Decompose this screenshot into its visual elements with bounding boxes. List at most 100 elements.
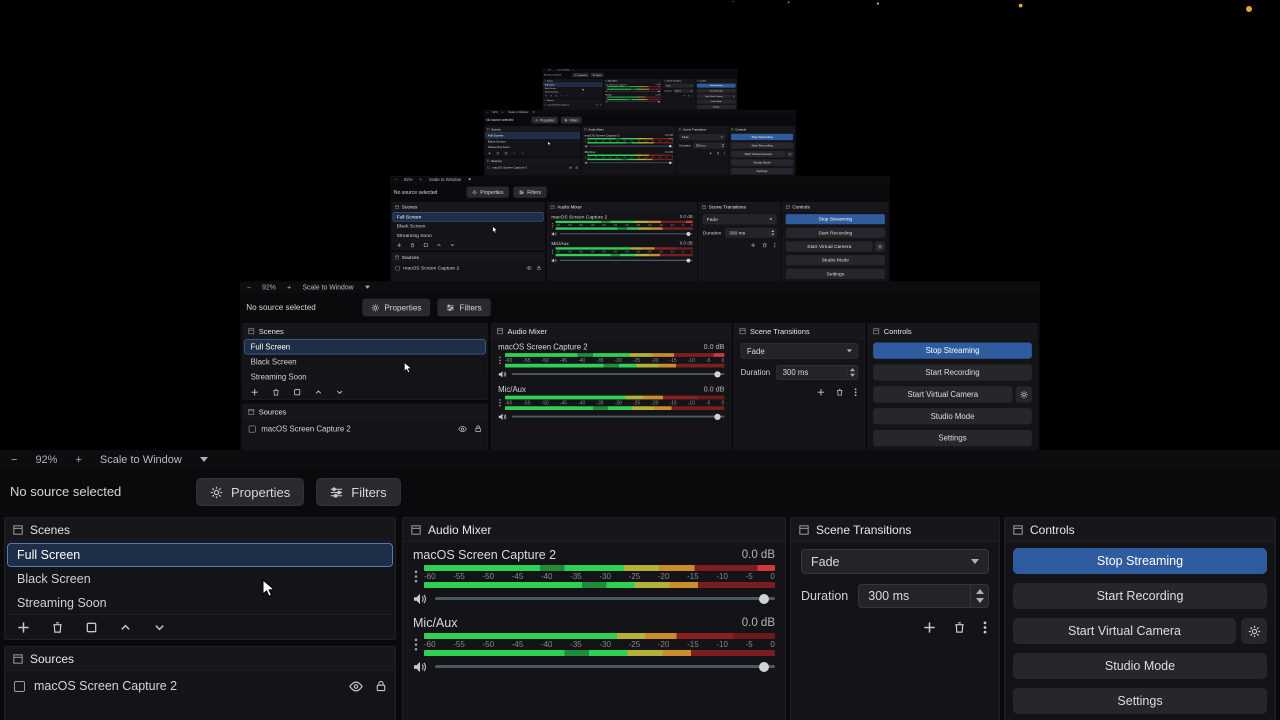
- spin-down-icon[interactable]: [975, 598, 984, 603]
- scene-label: Black Screen: [487, 139, 506, 144]
- gear-icon: [877, 244, 883, 249]
- duration-spinbox[interactable]: 300 ms: [858, 584, 989, 608]
- add-transition-button[interactable]: [923, 621, 936, 634]
- meter-tick: -50: [601, 139, 605, 142]
- virtual-camera-config-button[interactable]: [1241, 618, 1267, 644]
- volume-slider[interactable]: [435, 593, 775, 604]
- scene-item-black-screen[interactable]: Black Screen: [7, 567, 393, 591]
- sources-title: Sources: [258, 407, 287, 416]
- filters-button[interactable]: Filters: [316, 478, 401, 506]
- move-scene-down-button[interactable]: [153, 621, 166, 634]
- lock-icon[interactable]: [376, 680, 386, 692]
- transition-properties-dots-icon: [723, 151, 725, 155]
- scene-item-streaming-soon[interactable]: Streaming Soon: [7, 591, 393, 615]
- meter-tick: -20: [646, 250, 652, 254]
- studio-mode-button: Studio Mode: [731, 159, 794, 166]
- scene-item-streaming-soon: Streaming Soon: [393, 231, 544, 240]
- meter-tick: -50: [482, 572, 495, 581]
- transitions-dock-icon: [702, 205, 706, 209]
- add-scene-button[interactable]: [17, 621, 30, 634]
- transition-select[interactable]: Fade: [801, 549, 989, 574]
- meter-tick: -45: [608, 156, 612, 159]
- studio-mode-button[interactable]: Studio Mode: [1013, 653, 1267, 679]
- remove-scene-button[interactable]: [51, 621, 64, 634]
- speaker-icon[interactable]: [413, 593, 427, 605]
- scene-item-full-screen[interactable]: Full Screen: [7, 543, 393, 567]
- recording-indicator-dot: [732, 0, 734, 2]
- start-recording-button[interactable]: Start Recording: [1013, 583, 1267, 609]
- start-virtual-camera-button[interactable]: Start Virtual Camera: [1013, 618, 1236, 644]
- mixer-dock-icon: [584, 128, 587, 131]
- remove-transition-button[interactable]: [953, 621, 966, 634]
- transitions-dock-header[interactable]: Scene Transitions: [791, 518, 999, 542]
- transition-value: Fade: [706, 216, 718, 223]
- scenes-dock-header[interactable]: Scenes: [5, 518, 395, 542]
- zoom-in-button: +: [553, 69, 555, 72]
- meter-tick: -5: [665, 156, 668, 159]
- preview-canvas: − 92% + Scale to Window No source select…: [240, 0, 1040, 282]
- stop-streaming-button[interactable]: Stop Streaming: [1013, 548, 1267, 574]
- gear-icon: [1020, 390, 1028, 398]
- source-toolbar: No source selected Properties Filters: [240, 293, 1040, 322]
- channel-menu-dots-icon[interactable]: [413, 565, 419, 588]
- scene-item-streaming-soon: Streaming Soon: [485, 144, 579, 150]
- add-transition-button: [709, 151, 712, 155]
- scene-filters-button[interactable]: [85, 621, 98, 634]
- audio-mixer-dock: Audio Mixer macOS Screen Capture 2 0.0 d…: [547, 201, 698, 282]
- mixer-dock-header[interactable]: Audio Mixer: [403, 518, 785, 542]
- stop-streaming-button: Stop Streaming: [785, 214, 885, 225]
- zoom-out-button[interactable]: −: [11, 453, 18, 466]
- sources-dock-header[interactable]: Sources: [5, 647, 395, 671]
- transition-properties-dots-icon[interactable]: [983, 621, 987, 634]
- properties-button[interactable]: Properties: [196, 478, 305, 506]
- source-label: macOS Screen Capture 2: [547, 103, 570, 106]
- sources-dock-header: Sources: [391, 252, 545, 263]
- meter-tick: -45: [511, 640, 524, 649]
- meter-tick: 0: [690, 223, 693, 227]
- volume-slider-handle[interactable]: [759, 661, 769, 672]
- volume-slider[interactable]: [435, 661, 775, 672]
- zoom-in-button: +: [502, 110, 504, 114]
- scenes-dock: Scenes Full Screen Black Screen Streamin…: [484, 126, 581, 157]
- obs-window: − 92% + Scale to Window No source select…: [390, 0, 890, 282]
- captured-screen-level-1: − 92% + Scale to Window No source select…: [240, 0, 1040, 450]
- volume-slider-handle: [686, 258, 691, 263]
- add-scene-button: [545, 94, 547, 97]
- meter-tick: -15: [647, 87, 649, 89]
- speaker-icon[interactable]: [413, 661, 427, 673]
- eye-icon: [458, 425, 467, 432]
- meter-tick: -60: [587, 156, 591, 159]
- meter-tick: -25: [632, 357, 641, 364]
- meter-tick: -50: [615, 97, 618, 100]
- controls-dock-header[interactable]: Controls: [1005, 518, 1275, 542]
- move-scene-up-button[interactable]: [119, 621, 132, 634]
- scale-dropdown-caret-icon[interactable]: [199, 457, 208, 462]
- source-toolbar: No source selected Properties Filters: [0, 469, 1280, 515]
- spin-down-icon: [849, 373, 855, 377]
- zoom-in-button[interactable]: +: [75, 453, 82, 466]
- preview-statusbar: − 92% + Scale to Window: [390, 175, 890, 184]
- controls-dock-icon: [873, 328, 880, 334]
- scene-list: Full Screen Black Screen Streaming Soon: [5, 542, 395, 616]
- source-item[interactable]: macOS Screen Capture 2: [5, 674, 395, 698]
- move-scene-up-button: [560, 95, 563, 97]
- channel-db: 0.0 dB: [679, 214, 693, 220]
- channel-db: 0.0 dB: [741, 617, 775, 629]
- volume-slider-handle[interactable]: [759, 593, 769, 604]
- spin-up-icon[interactable]: [975, 589, 984, 594]
- spin-up-icon: [721, 143, 724, 146]
- meter-tick: -30: [624, 250, 629, 254]
- scenes-dock-header: Scenes: [243, 323, 487, 339]
- transitions-dock-header: Scene Transitions: [698, 202, 781, 212]
- settings-button[interactable]: Settings: [1013, 688, 1267, 714]
- eye-icon[interactable]: [349, 681, 363, 692]
- scale-mode-label[interactable]: Scale to Window: [99, 453, 182, 466]
- chevron-down-icon: [769, 218, 773, 221]
- channel-name: macOS Screen Capture 2: [551, 214, 608, 220]
- spin-up-icon: [771, 230, 775, 233]
- transition-value: Fade: [811, 554, 840, 569]
- meter-scale: -60 -55 -50 -45 -40 -35 -30 -25 -20 -15 -10 -5 0: [505, 399, 724, 406]
- channel-menu-dots-icon[interactable]: [413, 633, 419, 656]
- meter-tick: -30: [614, 357, 622, 364]
- meter-tick: -45: [559, 357, 568, 364]
